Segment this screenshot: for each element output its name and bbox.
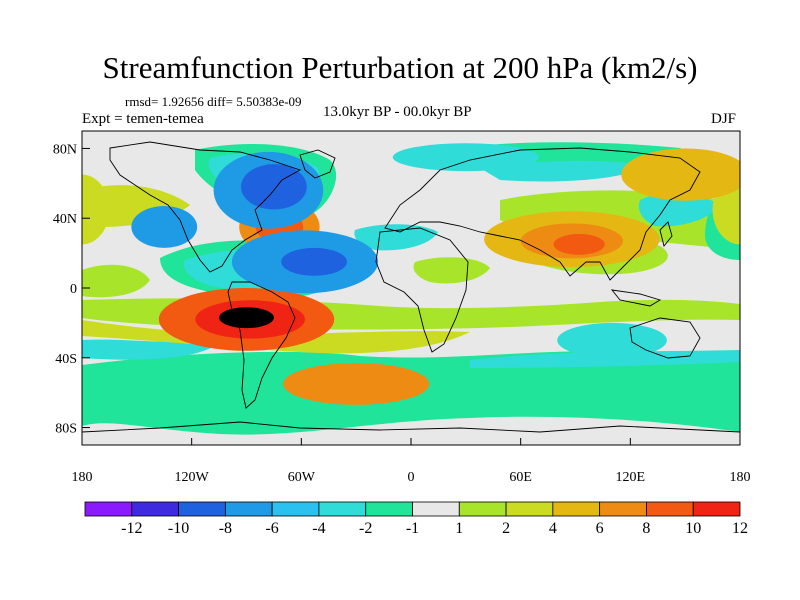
colorbar-swatch — [131, 501, 179, 517]
colorbar-swatch — [646, 501, 694, 517]
lon-tick-label: 180 — [72, 470, 93, 485]
eurasia-outline — [384, 147, 701, 281]
greenland-outline — [299, 149, 336, 179]
map-title: Streamfunction Perturbation at 200 hPa (… — [102, 50, 698, 85]
lat-tick-label: 40N — [53, 212, 77, 227]
colorbar-swatch — [599, 501, 647, 517]
colorbar-swatch — [458, 501, 507, 517]
west-africa-ridge — [413, 257, 490, 284]
lon-tick-label: 0 — [408, 470, 415, 485]
colorbar-label: -4 — [312, 520, 325, 537]
lon-tick-label: 60W — [288, 470, 316, 485]
colorbar-swatch — [84, 501, 133, 517]
anomaly-blobs — [82, 143, 740, 405]
colorbar-label: 6 — [596, 520, 604, 537]
colorbar-label: 10 — [685, 520, 701, 537]
experiment-label: Expt = temen-temea — [82, 111, 204, 127]
colorbar-swatch — [552, 501, 601, 517]
colorbar-label: -6 — [265, 520, 278, 537]
antarctica-outline — [82, 421, 740, 433]
maritime-continent-outline — [610, 289, 662, 307]
lat-tick-label: 80N — [53, 142, 77, 157]
colorbar-label: -10 — [168, 520, 189, 537]
mediterranean-trough — [354, 224, 438, 251]
colorbar-label: -12 — [121, 520, 142, 537]
colorbar-swatch — [412, 501, 460, 517]
japan-trough — [638, 193, 720, 227]
latitude-axis: 80N 40N 0 40S 80S — [53, 142, 90, 437]
longitude-axis: 180 120W 60W 0 60E 120E 180 — [72, 438, 751, 485]
colorbar-swatch — [505, 501, 554, 517]
north-america-outline — [109, 141, 302, 273]
australia-outline — [629, 317, 701, 359]
anomaly-blob-17 — [557, 322, 667, 358]
japan-outline — [659, 221, 673, 247]
south-america-outline — [227, 281, 296, 409]
arctic-cyan-band — [480, 160, 650, 182]
colorbar-label: -8 — [219, 520, 232, 537]
colorbar-swatch — [224, 501, 273, 517]
anomaly-blob-10 — [621, 148, 740, 201]
colorbar: -12 -10 -8 -6 -4 -2 -1 1 2 4 6 8 10 12 — [84, 501, 748, 537]
rmsd-stats: rmsd= 1.92656 diff= 5.50383e-09 — [125, 94, 302, 109]
colorbar-swatch — [271, 501, 320, 517]
colorbar-label: -2 — [359, 520, 372, 537]
colorbar-swatch — [318, 501, 367, 517]
africa-outline — [375, 227, 469, 353]
anomaly-blob-18 — [392, 143, 539, 172]
colorbar-label: 8 — [642, 520, 650, 537]
colorbar-label: 4 — [549, 520, 557, 537]
anomaly-blob-13 — [131, 206, 198, 248]
colorbar-label: 2 — [502, 520, 510, 537]
lat-tick-label: 80S — [55, 422, 77, 437]
contour-field — [82, 131, 740, 445]
lat-tick-label: 40S — [55, 352, 77, 367]
lon-tick-label: 120W — [175, 470, 210, 485]
colorbar-swatch — [178, 501, 226, 517]
lon-tick-label: 120E — [616, 470, 646, 485]
period-label: 13.0kyr BP - 00.0kyr BP — [323, 104, 472, 120]
colorbar-swatch — [692, 501, 741, 517]
southern-cyan-strip — [82, 339, 220, 360]
colorbar-swatch — [365, 501, 413, 517]
southern-cyan-strip-east — [470, 350, 740, 368]
coastlines — [82, 141, 740, 433]
colorbar-label: 12 — [732, 520, 748, 537]
lon-tick-label: 60E — [509, 470, 532, 485]
lat-tick-label: 0 — [70, 282, 77, 297]
anomaly-blob-12 — [241, 164, 307, 210]
anomaly-blob-7 — [553, 233, 605, 255]
anomaly-blob-15 — [281, 247, 348, 276]
anomaly-blob-8 — [82, 174, 110, 245]
anomaly-blob-2 — [219, 307, 274, 329]
anomaly-blob-16 — [283, 363, 430, 405]
season-label: DJF — [711, 111, 737, 127]
colorbar-label: 1 — [455, 520, 463, 537]
lon-tick-label: 180 — [730, 470, 751, 485]
east-pacific-ridge — [82, 264, 150, 298]
colorbar-label: -1 — [406, 520, 419, 537]
